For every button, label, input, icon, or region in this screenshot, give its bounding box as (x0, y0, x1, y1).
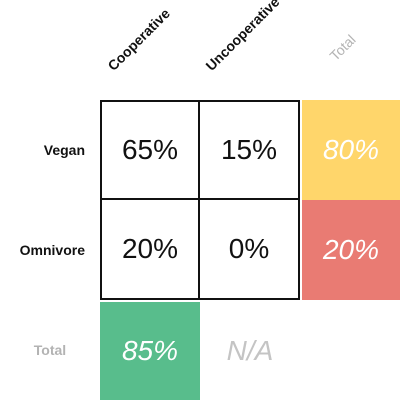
column-header-cooperative: Cooperative (104, 5, 173, 74)
column-header-uncooperative: Uncooperative (202, 0, 283, 74)
column-header-total: Total (326, 31, 359, 64)
cell-vegan-cooperative: 65% (100, 100, 200, 200)
cell-omnivore-cooperative: 20% (100, 200, 200, 300)
total-uncooperative: N/A (226, 335, 274, 366)
total-cooperative: 85% (100, 302, 200, 400)
row-header-total: Total (33, 342, 67, 358)
cell-vegan-uncooperative: 15% (200, 100, 300, 200)
row-header-omnivore: Omnivore (19, 242, 85, 258)
cell-omnivore-uncooperative: 0% (200, 200, 300, 300)
row-header-vegan: Vegan (43, 142, 85, 158)
total-vegan: 80% (302, 100, 400, 200)
total-omnivore: 20% (302, 200, 400, 300)
